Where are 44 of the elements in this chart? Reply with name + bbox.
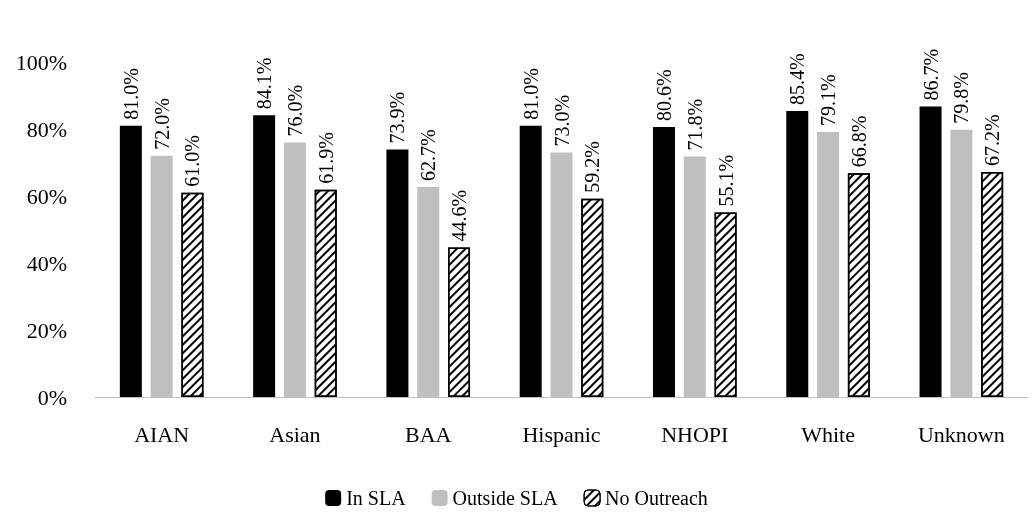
- y-tick-label: 60%: [26, 183, 67, 209]
- data-label: 81.0%: [119, 67, 142, 120]
- data-label: 62.7%: [417, 129, 440, 181]
- data-label: 80.6%: [652, 69, 675, 121]
- data-label: 85.4%: [786, 53, 809, 105]
- y-tick-label: 40%: [26, 250, 67, 276]
- data-label: 72.0%: [150, 98, 173, 150]
- data-label: 44.6%: [448, 189, 471, 242]
- y-tick-label: 100%: [15, 49, 67, 75]
- data-label: 76.0%: [283, 84, 306, 137]
- x-tick-label: BAA: [404, 421, 452, 447]
- bar: [786, 110, 809, 397]
- legend-label: Outside SLA: [452, 487, 559, 509]
- bar: [253, 115, 276, 397]
- data-label: 55.1%: [714, 154, 737, 207]
- x-tick-label: White: [801, 421, 855, 447]
- bar: [519, 125, 542, 397]
- y-tick-label: 0%: [37, 384, 67, 410]
- data-label: 79.8%: [950, 72, 973, 124]
- legend-label: In SLA: [346, 487, 407, 509]
- data-label: 59.2%: [581, 141, 604, 193]
- data-label: 86.7%: [919, 48, 942, 101]
- x-tick-label: Hispanic: [522, 421, 601, 447]
- y-tick-label: 20%: [26, 317, 67, 343]
- data-label: 73.9%: [386, 91, 409, 144]
- bar: [119, 125, 142, 397]
- data-label: 73.0%: [550, 94, 573, 147]
- data-label: 61.9%: [314, 131, 337, 184]
- x-tick-label: AIAN: [134, 421, 190, 447]
- data-label: 84.1%: [253, 57, 276, 110]
- x-tick-label: Asian: [269, 421, 321, 447]
- data-label: 81.0%: [519, 67, 542, 120]
- legend-label: No Outreach: [605, 487, 708, 509]
- data-label: 67.2%: [981, 114, 1004, 166]
- x-tick-label: NHOPI: [661, 421, 729, 447]
- bar: [919, 106, 942, 397]
- data-label: 61.0%: [181, 134, 204, 187]
- data-label: 79.1%: [817, 74, 840, 127]
- bar: [386, 149, 409, 397]
- y-tick-label: 80%: [26, 116, 67, 142]
- data-label: 71.8%: [683, 98, 706, 151]
- bar: [652, 126, 675, 397]
- x-tick-label: Unknown: [917, 421, 1005, 447]
- data-label: 66.8%: [847, 115, 870, 168]
